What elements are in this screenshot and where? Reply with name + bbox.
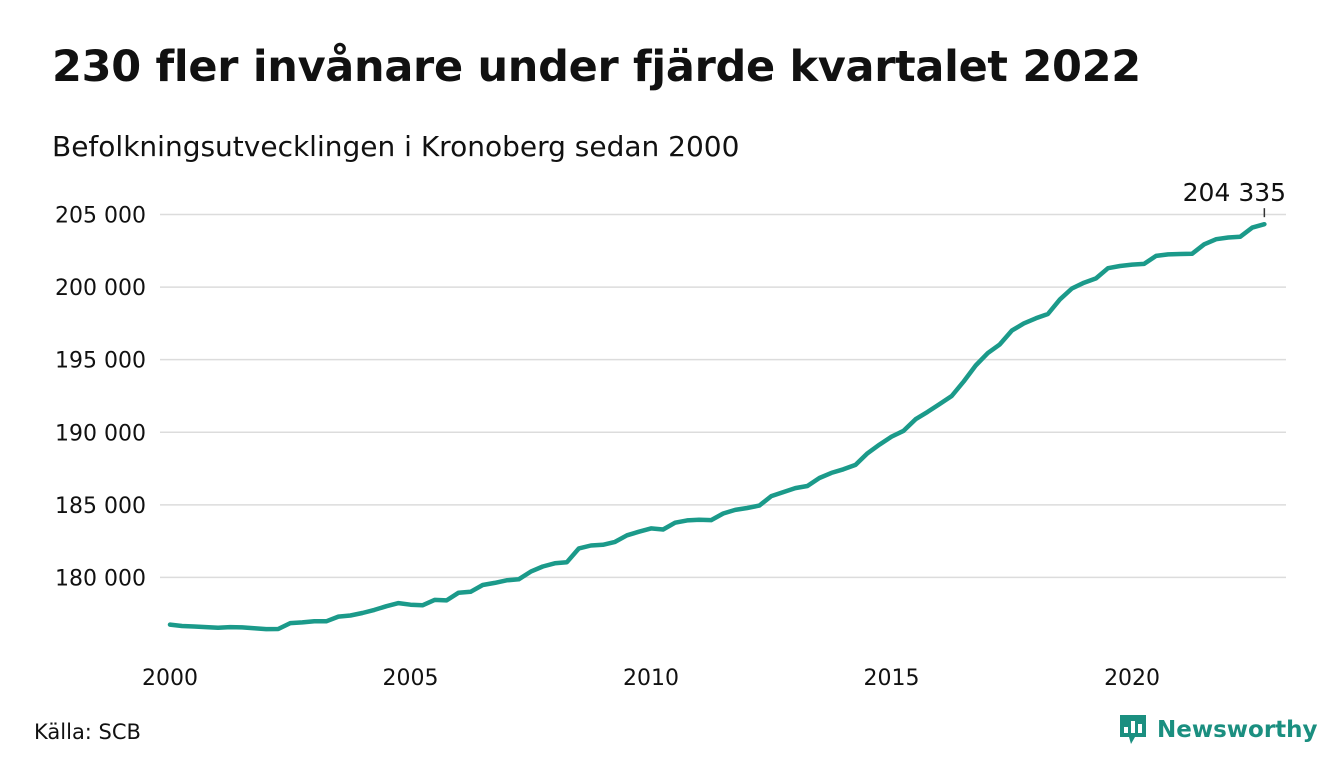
y-tick-label: 185 000 (55, 494, 146, 519)
end-value-label: 204 335 (1183, 178, 1286, 207)
chart-subtitle: Befolkningsutvecklingen i Kronoberg seda… (52, 130, 740, 163)
newsworthy-bar-chart-icon (1120, 715, 1146, 744)
x-tick-label: 2000 (142, 666, 198, 691)
brand-logo: Newsworthy (1118, 712, 1318, 748)
x-tick-label: 2015 (864, 666, 920, 691)
y-tick-label: 190 000 (55, 421, 146, 446)
y-tick-label: 200 000 (55, 276, 146, 301)
x-tick-label: 2005 (383, 666, 439, 691)
x-tick-label: 2010 (623, 666, 679, 691)
brand-name: Newsworthy (1157, 717, 1318, 743)
y-axis: 180 000 185 000 190 000 195 000 200 000 205 0… (55, 204, 146, 592)
y-tick-label: 180 000 (55, 566, 146, 591)
y-tick-label: 195 000 (55, 349, 146, 374)
x-tick-label: 2020 (1104, 666, 1160, 691)
chart-title: 230 fler invånare under fjärde kvartalet… (52, 42, 1141, 92)
line-chart: 180 000 185 000 190 000 195 000 200 000 205 0… (55, 178, 1286, 691)
x-axis: 2000 2005 2010 2015 2020 (142, 666, 1160, 691)
series-line (167, 221, 1267, 632)
source-note: Källa: SCB (34, 720, 141, 744)
y-tick-label: 205 000 (55, 204, 146, 229)
grid-lines (160, 213, 1286, 579)
